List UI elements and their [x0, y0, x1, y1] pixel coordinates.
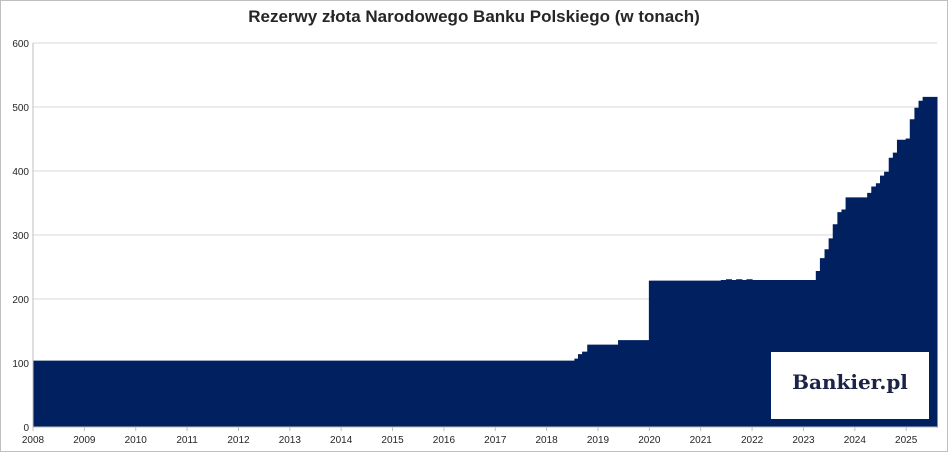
x-tick-label-2008: 2008: [22, 435, 45, 446]
y-tick-label-600: 600: [12, 39, 29, 50]
x-tick-label-2023: 2023: [792, 435, 815, 446]
bankier-logo-text: Bankier.pl: [792, 370, 908, 394]
x-tick-label-2015: 2015: [381, 435, 404, 446]
x-tick-label-2012: 2012: [227, 435, 250, 446]
y-tick-label-300: 300: [12, 231, 29, 242]
y-tick-label-100: 100: [12, 359, 29, 370]
y-tick-label-400: 400: [12, 167, 29, 178]
gold-reserves-area: [32, 96, 938, 428]
x-tick-label-2020: 2020: [638, 435, 661, 446]
chart-title: Rezerwy złota Narodowego Banku Polskiego…: [248, 7, 700, 26]
x-tick-label-2010: 2010: [125, 435, 148, 446]
y-tick-label-200: 200: [12, 295, 29, 306]
y-tick-label-0: 0: [23, 423, 29, 434]
x-tick-label-2019: 2019: [587, 435, 610, 446]
x-tick-label-2014: 2014: [330, 435, 353, 446]
x-tick-label-2025: 2025: [895, 435, 918, 446]
x-tick-label-2022: 2022: [741, 435, 764, 446]
x-tick-label-2018: 2018: [536, 435, 559, 446]
x-tick-label-2024: 2024: [844, 435, 867, 446]
x-tick-label-2011: 2011: [176, 435, 198, 446]
bankier-logo: Bankier.pl: [771, 352, 929, 419]
x-tick-label-2013: 2013: [279, 435, 302, 446]
y-tick-label-500: 500: [12, 103, 29, 114]
x-tick-label-2009: 2009: [73, 435, 96, 446]
x-tick-label-2016: 2016: [433, 435, 456, 446]
x-tick-label-2021: 2021: [690, 435, 713, 446]
x-tick-label-2017: 2017: [484, 435, 507, 446]
